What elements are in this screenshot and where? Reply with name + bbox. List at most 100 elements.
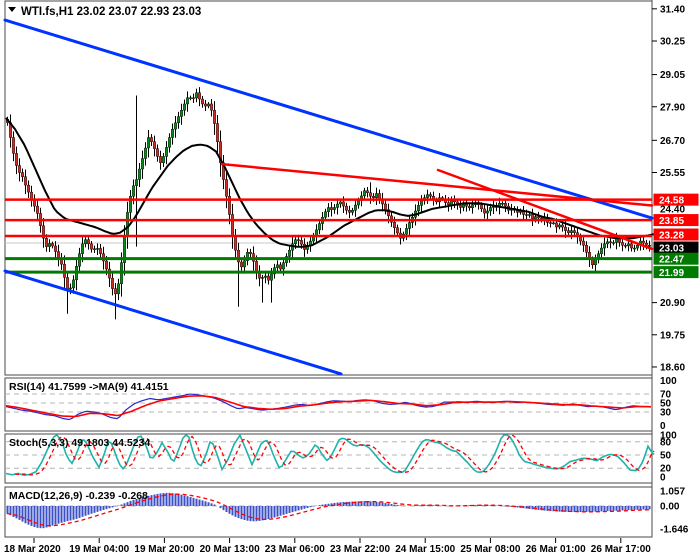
bear-candle (216, 123, 219, 142)
descending-channel-lower[interactable] (3, 269, 343, 376)
bull-candle (270, 273, 273, 281)
bear-candle (114, 288, 117, 295)
bear-candle (465, 204, 468, 207)
bear-candle (267, 275, 270, 281)
price-tick-label: 31.40 (660, 4, 685, 15)
bear-candle (51, 243, 54, 247)
bear-candle (240, 261, 243, 268)
bear-candle (447, 202, 450, 205)
bull-candle (462, 204, 465, 208)
symbol-dropdown-icon[interactable] (8, 7, 16, 12)
bull-candle (606, 241, 609, 245)
price-tick-label: 18.60 (660, 362, 685, 373)
bear-candle (24, 176, 27, 186)
bull-candle (69, 287, 72, 290)
bear-candle (18, 165, 21, 173)
bull-candle (408, 222, 411, 229)
time-tick-label: 25 Mar 08:00 (460, 544, 520, 555)
resistance-trendline-shallow[interactable] (220, 162, 654, 207)
bear-candle (366, 190, 369, 193)
bull-candle (627, 243, 630, 247)
price-badge (653, 252, 699, 265)
bear-candle (396, 227, 399, 234)
bull-candle (81, 243, 84, 254)
bear-candle (531, 214, 534, 219)
bear-candle (573, 230, 576, 233)
bull-candle (282, 262, 285, 270)
bear-candle (156, 148, 159, 157)
bear-candle (342, 201, 345, 207)
bull-candle (138, 168, 141, 180)
bull-candle (552, 222, 555, 225)
bear-candle (384, 203, 387, 210)
price-badge-label: 21.99 (659, 268, 684, 279)
bull-candle (207, 103, 210, 107)
bear-candle (537, 216, 540, 219)
bear-candle (642, 240, 645, 244)
price-badge (653, 266, 699, 279)
rsi-label: RSI(14) 41.7599 ->MA(9) 41.4151 (9, 381, 169, 393)
bull-candle (528, 214, 531, 216)
price-badge-label: 24.58 (659, 196, 684, 207)
bull-candle (288, 249, 291, 257)
bull-candle (363, 190, 366, 197)
bull-candle (165, 147, 168, 157)
stoch-d-line (14, 434, 655, 476)
bear-candle (87, 239, 90, 245)
bear-candle (393, 221, 396, 228)
price-tick-label: 19.75 (660, 330, 685, 341)
bear-candle (372, 196, 375, 198)
stoch-k-line (5, 433, 655, 477)
bull-candle (318, 223, 321, 231)
bear-candle (21, 172, 24, 177)
bear-candle (99, 248, 102, 254)
stoch-scale-label: 0 (660, 473, 666, 484)
price-badge (653, 241, 699, 254)
bear-candle (582, 240, 585, 246)
price-tick-label: 26.70 (660, 136, 685, 147)
bear-candle (369, 192, 372, 197)
bull-candle (633, 247, 636, 250)
bear-candle (648, 245, 651, 247)
bull-candle (489, 207, 492, 212)
rsi-scale-label: 100 (660, 376, 677, 387)
bull-candle (327, 207, 330, 212)
bear-candle (90, 243, 93, 250)
bear-candle (219, 141, 222, 163)
macd-panel[interactable] (4, 486, 653, 538)
rsi-ma-line (5, 394, 652, 418)
bear-candle (249, 252, 252, 254)
bear-candle (231, 214, 234, 236)
bull-candle (405, 228, 408, 235)
bull-candle (486, 210, 489, 214)
bear-candle (591, 259, 594, 266)
bull-candle (417, 205, 420, 212)
time-tick-label: 24 Mar 15:00 (395, 544, 455, 555)
bull-candle (144, 147, 147, 159)
bull-candle (294, 239, 297, 245)
bull-candle (171, 128, 174, 138)
main-chart-panel[interactable] (4, 0, 653, 376)
time-tick-label: 19 Mar 20:00 (134, 544, 194, 555)
bull-candle (450, 200, 453, 205)
resistance-trendline-steep[interactable] (436, 168, 654, 251)
bull-candle (636, 245, 639, 249)
bear-candle (192, 97, 195, 99)
price-badge (653, 214, 699, 227)
macd-scale-label: 0.00 (660, 502, 680, 513)
bear-candle (54, 245, 57, 252)
stoch-scale-label: 50 (660, 451, 672, 462)
stoch-scale-label: 100 (660, 431, 677, 442)
price-tick-label: 25.55 (660, 168, 685, 179)
bull-candle (534, 216, 537, 219)
bear-candle (225, 179, 228, 197)
descending-channel-upper[interactable] (3, 18, 654, 220)
bear-candle (237, 249, 240, 263)
bull-candle (570, 230, 573, 233)
bull-candle (126, 212, 129, 236)
bear-candle (213, 110, 216, 124)
bear-candle (621, 242, 624, 246)
bull-candle (129, 196, 132, 213)
price-tick-label: 20.90 (660, 298, 685, 309)
